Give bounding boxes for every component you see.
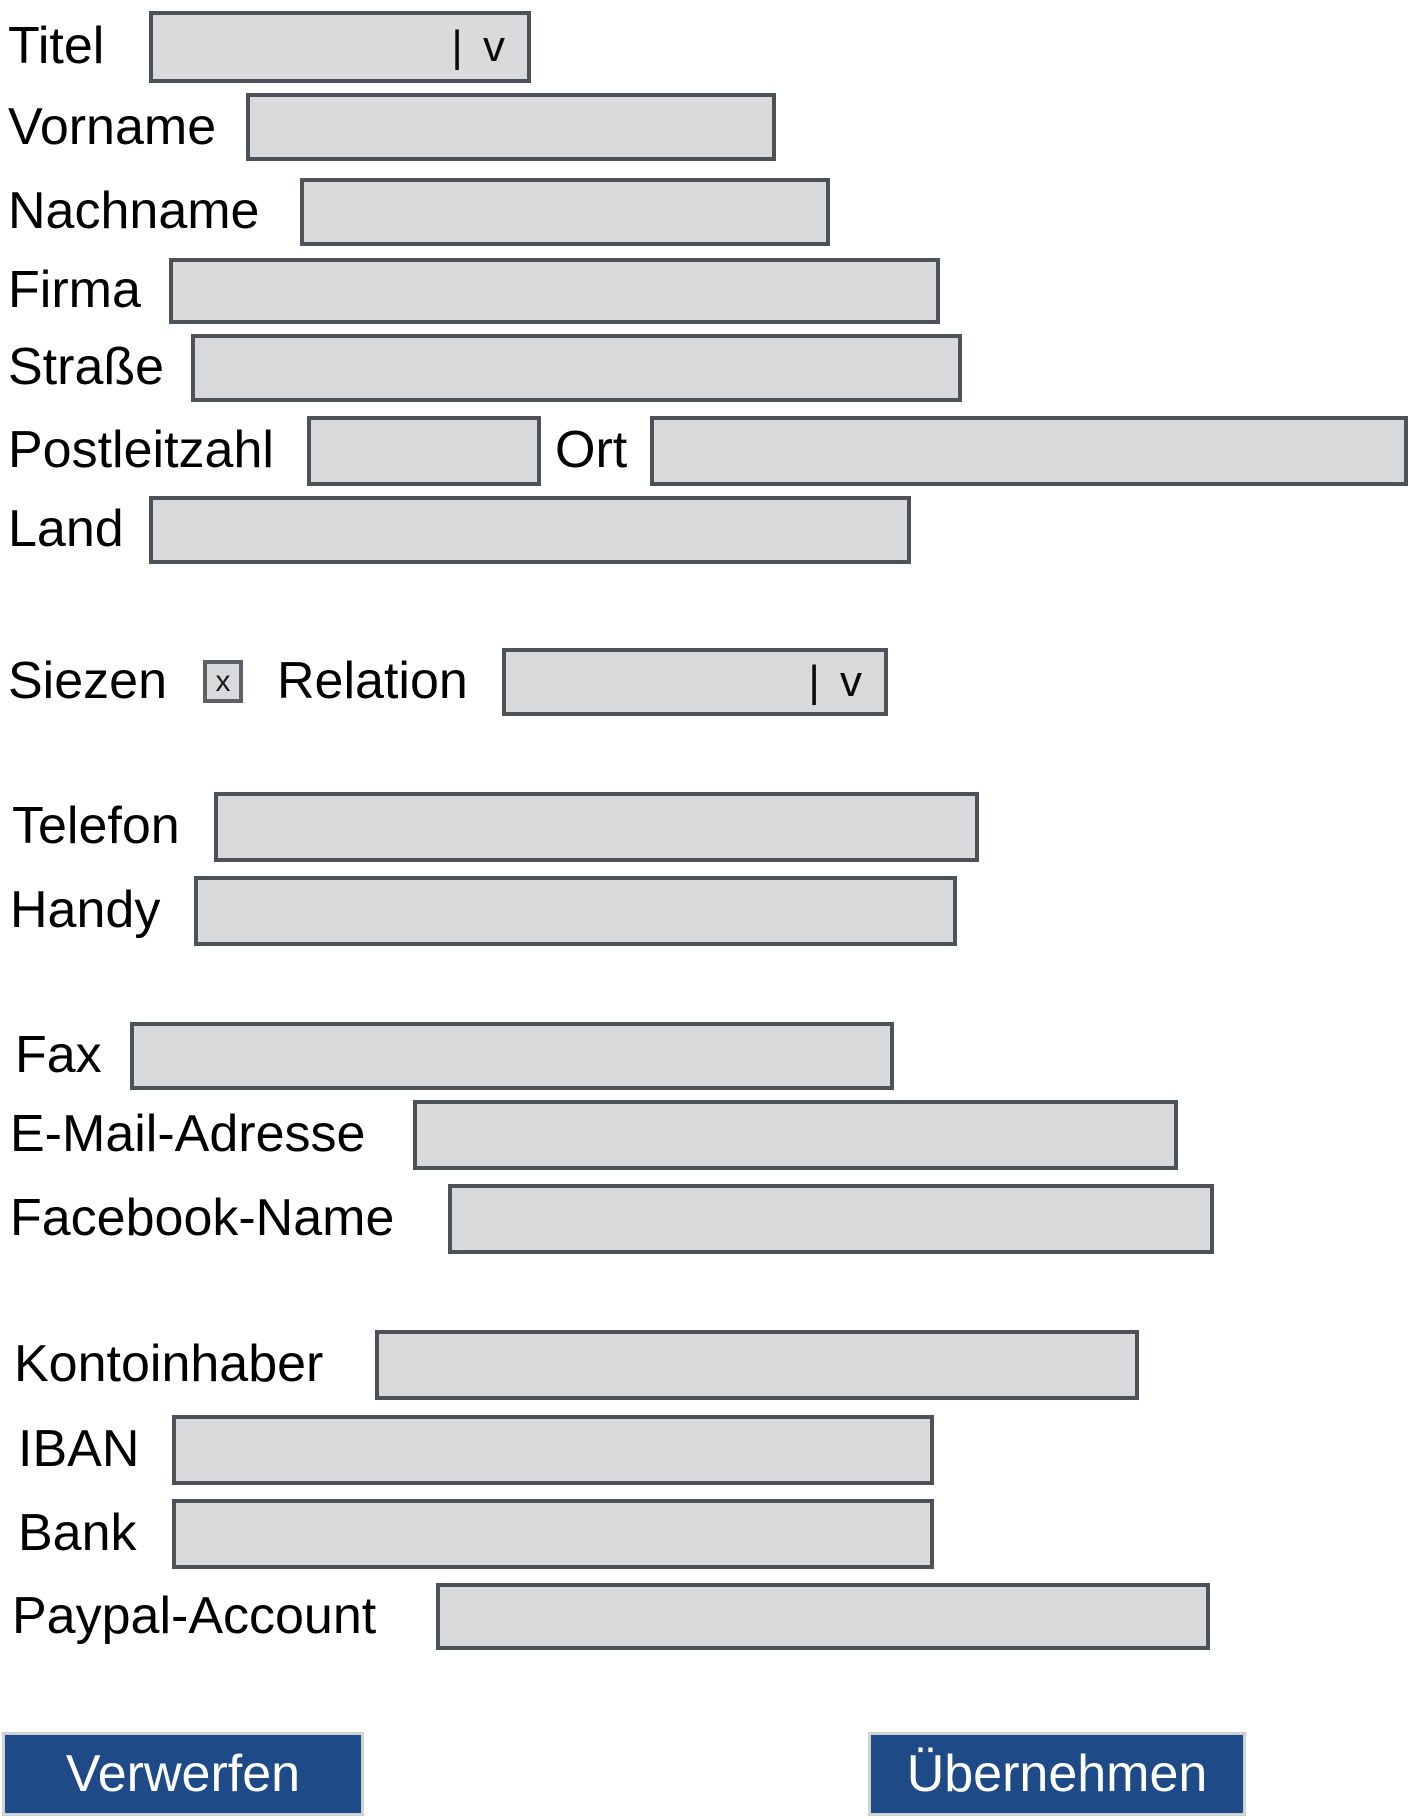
paypal-input[interactable] <box>436 1583 1210 1650</box>
relation-select[interactable]: | v <box>502 648 888 716</box>
email-label: E-Mail-Adresse <box>10 1104 366 1163</box>
facebook-input[interactable] <box>448 1184 1214 1254</box>
postleitzahl-input[interactable] <box>307 416 541 486</box>
relation-label: Relation <box>277 651 468 710</box>
ort-label: Ort <box>555 420 628 479</box>
postleitzahl-label: Postleitzahl <box>8 420 274 479</box>
kontoinhaber-label: Kontoinhaber <box>14 1334 324 1393</box>
checkbox-check-icon: x <box>215 664 231 698</box>
bank-label: Bank <box>18 1503 137 1562</box>
vorname-input[interactable] <box>246 93 776 161</box>
siezen-checkbox[interactable]: x <box>203 660 243 703</box>
dropdown-caret-icon: | v <box>808 657 866 706</box>
siezen-label: Siezen <box>8 651 167 710</box>
nachname-input[interactable] <box>300 178 830 246</box>
firma-input[interactable] <box>169 258 940 324</box>
handy-input[interactable] <box>194 876 957 946</box>
strasse-label: Straße <box>8 337 165 396</box>
strasse-input[interactable] <box>191 334 962 402</box>
fax-input[interactable] <box>130 1022 894 1090</box>
apply-button[interactable]: Übernehmen <box>868 1732 1246 1816</box>
nachname-label: Nachname <box>8 181 260 240</box>
vorname-label: Vorname <box>8 97 217 156</box>
titel-select[interactable]: | v <box>149 11 531 83</box>
iban-label: IBAN <box>18 1419 140 1478</box>
ort-input[interactable] <box>650 416 1408 486</box>
paypal-label: Paypal-Account <box>12 1586 377 1645</box>
telefon-input[interactable] <box>214 792 979 862</box>
fax-label: Fax <box>15 1025 102 1084</box>
handy-label: Handy <box>10 880 161 939</box>
facebook-label: Facebook-Name <box>10 1188 395 1247</box>
discard-button[interactable]: Verwerfen <box>2 1732 364 1816</box>
bank-input[interactable] <box>172 1499 934 1569</box>
email-input[interactable] <box>413 1100 1178 1170</box>
land-input[interactable] <box>149 496 911 564</box>
telefon-label: Telefon <box>12 796 180 855</box>
titel-label: Titel <box>8 16 105 75</box>
kontoinhaber-input[interactable] <box>375 1330 1139 1400</box>
iban-input[interactable] <box>172 1415 934 1485</box>
land-label: Land <box>8 499 124 558</box>
dropdown-caret-icon: | v <box>451 22 509 71</box>
firma-label: Firma <box>8 260 141 319</box>
